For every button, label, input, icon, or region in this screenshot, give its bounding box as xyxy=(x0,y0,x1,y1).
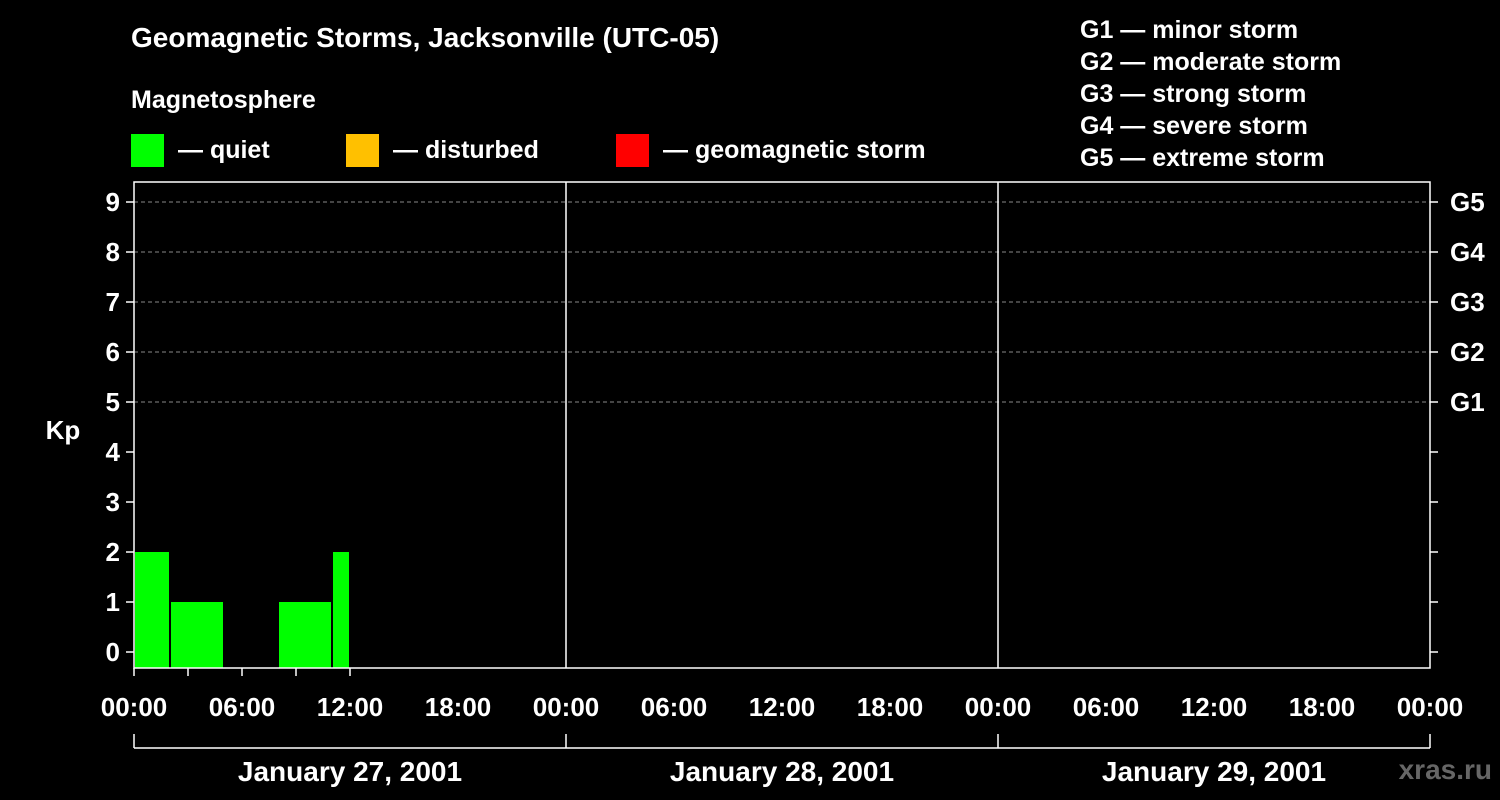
y-tick-label-5: 5 xyxy=(106,387,120,417)
bar-4 xyxy=(333,552,349,668)
legend-item-quiet: — quiet xyxy=(131,133,270,167)
x-tick-label-8: 00:00 xyxy=(965,692,1032,722)
legend-label-storm: — geomagnetic storm xyxy=(663,135,926,164)
bar-3 xyxy=(279,602,331,668)
x-tick-label-10: 12:00 xyxy=(1181,692,1248,722)
y-tick-label-1: 1 xyxy=(106,587,120,617)
bar-1 xyxy=(171,602,223,668)
legend-subtitle: Magnetosphere xyxy=(131,86,316,114)
x-tick-label-11: 18:00 xyxy=(1289,692,1356,722)
legend-swatch-disturbed xyxy=(346,133,379,167)
bar-0 xyxy=(135,552,169,668)
watermark: xras.ru xyxy=(1398,754,1492,785)
g-tick-label-g5: G5 xyxy=(1450,187,1485,217)
legend-item-storm: — geomagnetic storm xyxy=(616,133,926,167)
legend-swatch-storm xyxy=(616,133,649,167)
g-scale-g1: G1 — minor storm xyxy=(1080,16,1299,44)
g-scale-legend: G1 — minor storm G2 — moderate storm G3 … xyxy=(1080,14,1341,174)
g-tick-label-g3: G3 xyxy=(1450,287,1485,317)
x-tick-label-6: 12:00 xyxy=(749,692,816,722)
x-tick-label-1: 06:00 xyxy=(209,692,276,722)
x-tick-label-0: 00:00 xyxy=(101,692,168,722)
day-label-0: January 27, 2001 xyxy=(238,756,462,787)
legend-label-disturbed: — disturbed xyxy=(393,135,539,164)
x-tick-label-9: 06:00 xyxy=(1073,692,1140,722)
g-tick-label-g2: G2 xyxy=(1450,337,1485,367)
g-scale-g2: G2 — moderate storm xyxy=(1080,48,1342,76)
legend-swatch-quiet xyxy=(131,133,164,167)
day-label-1: January 28, 2001 xyxy=(670,756,894,787)
plot-frame xyxy=(133,181,1431,669)
y-tick-label-7: 7 xyxy=(106,287,120,317)
g-scale-g3: G3 — strong storm xyxy=(1080,80,1307,108)
g-tick-label-g4: G4 xyxy=(1450,237,1485,267)
g-scale-g4: G4 — severe storm xyxy=(1080,112,1308,140)
x-tick-label-12: 00:00 xyxy=(1397,692,1464,722)
y-tick-label-8: 8 xyxy=(106,237,120,267)
y-tick-label-9: 9 xyxy=(106,187,120,217)
y-tick-label-4: 4 xyxy=(106,437,121,467)
x-tick-label-5: 06:00 xyxy=(641,692,708,722)
g-scale-g5: G5 — extreme storm xyxy=(1080,144,1325,172)
x-tick-label-7: 18:00 xyxy=(857,692,924,722)
x-tick-label-4: 00:00 xyxy=(533,692,600,722)
y-tick-label-0: 0 xyxy=(106,637,120,667)
y-tick-label-6: 6 xyxy=(106,337,120,367)
x-tick-label-3: 18:00 xyxy=(425,692,492,722)
y-tick-label-3: 3 xyxy=(106,487,120,517)
chart-title: Geomagnetic Storms, Jacksonville (UTC-05… xyxy=(131,22,720,53)
y-axis-label: Kp xyxy=(46,415,81,445)
legend-item-disturbed: — disturbed xyxy=(346,133,539,167)
x-tick-label-2: 12:00 xyxy=(317,692,384,722)
day-label-2: January 29, 2001 xyxy=(1102,756,1326,787)
y-tick-label-2: 2 xyxy=(106,537,120,567)
g-tick-label-g1: G1 xyxy=(1450,387,1485,417)
legend-label-quiet: — quiet xyxy=(178,135,270,164)
